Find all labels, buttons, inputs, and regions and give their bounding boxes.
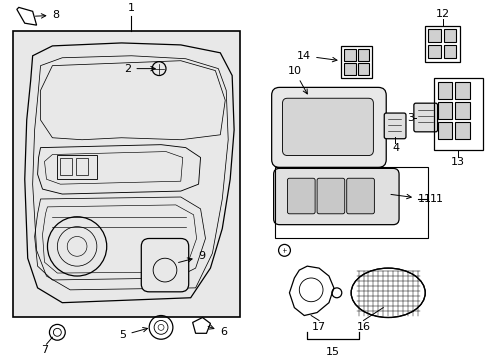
Text: 11: 11 <box>390 194 431 204</box>
Bar <box>76 158 88 175</box>
Text: 2: 2 <box>124 64 155 73</box>
FancyBboxPatch shape <box>273 168 398 225</box>
Bar <box>454 82 469 99</box>
FancyBboxPatch shape <box>384 113 405 139</box>
Bar <box>427 45 440 58</box>
Text: 8: 8 <box>35 10 60 20</box>
Bar <box>343 63 355 75</box>
FancyBboxPatch shape <box>141 238 188 292</box>
Bar <box>454 102 469 119</box>
FancyBboxPatch shape <box>282 98 373 156</box>
Bar <box>357 63 368 75</box>
Text: 1: 1 <box>128 3 135 13</box>
Bar <box>437 102 451 119</box>
FancyBboxPatch shape <box>346 178 374 214</box>
Bar <box>274 167 427 238</box>
Bar <box>443 45 455 58</box>
Bar <box>343 49 355 61</box>
Text: 11: 11 <box>429 194 443 204</box>
FancyBboxPatch shape <box>287 178 314 214</box>
Bar <box>427 29 440 42</box>
Bar <box>433 78 482 150</box>
Bar <box>13 31 240 318</box>
Text: 13: 13 <box>450 157 465 167</box>
Bar <box>357 49 368 61</box>
Text: 5: 5 <box>119 328 147 340</box>
Text: 3: 3 <box>406 113 413 123</box>
Text: 10: 10 <box>287 66 306 94</box>
Bar <box>437 82 451 99</box>
Text: 4: 4 <box>392 143 399 153</box>
Bar <box>340 46 372 77</box>
Bar <box>454 122 469 139</box>
Text: 6: 6 <box>208 325 227 337</box>
Text: 16: 16 <box>356 323 370 332</box>
Text: 7: 7 <box>41 345 48 355</box>
FancyBboxPatch shape <box>271 87 386 167</box>
Text: 17: 17 <box>311 323 325 332</box>
Bar <box>443 29 455 42</box>
Bar <box>57 154 97 179</box>
Text: 9: 9 <box>178 251 205 262</box>
Bar <box>60 158 72 175</box>
Text: 14: 14 <box>296 51 336 62</box>
FancyBboxPatch shape <box>316 178 344 214</box>
Bar <box>437 122 451 139</box>
Text: 15: 15 <box>325 347 339 357</box>
FancyBboxPatch shape <box>413 103 437 132</box>
Bar <box>424 26 459 62</box>
Text: 12: 12 <box>435 9 448 19</box>
